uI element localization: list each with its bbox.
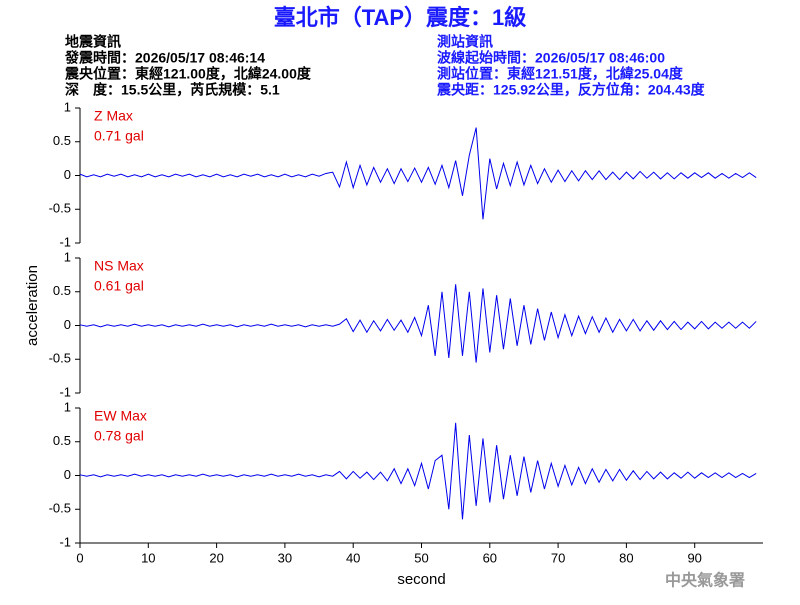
- x-tick-label: 80: [619, 550, 633, 565]
- y-tick-label: 0: [64, 467, 71, 482]
- max-label: 0.78 gal: [94, 428, 144, 444]
- y-tick-label: -0.5: [49, 201, 71, 216]
- x-tick-label: 50: [414, 550, 428, 565]
- station-info: 測站資訊: [437, 34, 493, 50]
- x-tick-label: 70: [551, 550, 565, 565]
- x-tick-label: 60: [483, 550, 497, 565]
- component-label: NS Max: [94, 258, 144, 274]
- y-axis-label: acceleration: [24, 265, 41, 346]
- quake-info: 震央位置：東經121.00度，北緯24.00度: [64, 66, 312, 82]
- y-tick-label: 0.5: [53, 133, 71, 148]
- y-tick-label: 1: [64, 399, 71, 414]
- station-info: 波線起始時間：2026/05/17 08:46:00: [437, 50, 665, 66]
- x-tick-label: 10: [141, 550, 155, 565]
- x-tick-label: 30: [278, 550, 292, 565]
- x-tick-label: 90: [687, 550, 701, 565]
- y-tick-label: -1: [59, 234, 71, 249]
- y-tick-label: 1: [64, 99, 71, 114]
- y-tick-label: 0: [64, 317, 71, 332]
- y-tick-label: 0.5: [53, 433, 71, 448]
- y-tick-label: 0: [64, 167, 71, 182]
- y-tick-label: -0.5: [49, 351, 71, 366]
- component-label: EW Max: [94, 408, 147, 424]
- y-tick-label: -1: [59, 384, 71, 399]
- y-tick-label: -1: [59, 534, 71, 549]
- quake-info: 深 度：15.5公里，芮氏規模：5.1: [65, 82, 280, 98]
- footer: 中央氣象署: [665, 571, 745, 590]
- max-label: 0.61 gal: [94, 278, 144, 294]
- y-tick-label: -0.5: [49, 501, 71, 516]
- max-label: 0.71 gal: [94, 128, 144, 144]
- x-tick-label: 0: [76, 550, 83, 565]
- waveform: [79, 127, 757, 220]
- quake-info: 地震資訊: [65, 34, 121, 50]
- waveform: [79, 284, 757, 363]
- station-info: 震央距：125.92公里，反方位角：204.43度: [436, 82, 706, 98]
- x-axis-label: second: [397, 571, 445, 588]
- y-tick-label: 0.5: [53, 283, 71, 298]
- quake-info: 發震時間：2026/05/17 08:46:14: [64, 50, 265, 66]
- station-info: 測站位置：東經121.51度，北緯25.04度: [437, 66, 684, 82]
- y-tick-label: 1: [64, 249, 71, 264]
- x-tick-label: 20: [209, 550, 223, 565]
- waveform: [79, 422, 757, 520]
- title: 臺北市（TAP）震度：1級: [274, 5, 527, 30]
- component-label: Z Max: [94, 108, 133, 124]
- x-tick-label: 40: [346, 550, 360, 565]
